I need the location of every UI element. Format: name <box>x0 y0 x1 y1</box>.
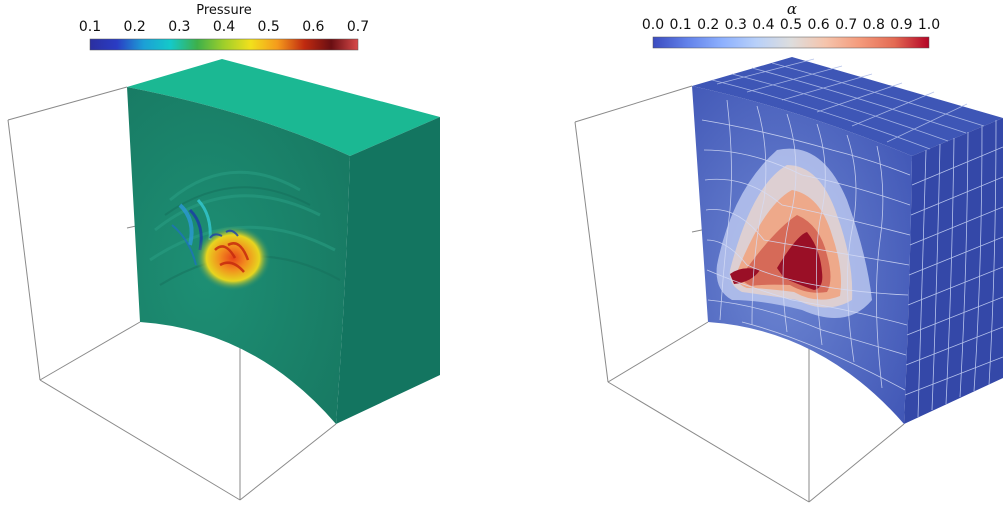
pressure-volume-side <box>336 117 440 424</box>
pressure-colorbar-title: Pressure <box>196 3 252 18</box>
alpha-volume <box>692 57 1003 424</box>
pressure-tick-label: 0.2 <box>124 19 146 35</box>
alpha-colorbar: α 0.0 0.1 0.2 0.3 0.4 0.5 0.6 0.7 0.8 0.9 1.0 <box>642 0 940 49</box>
alpha-tick-label: 0.5 <box>780 17 802 33</box>
alpha-tick-label: 0.9 <box>890 17 912 33</box>
alpha-grid-front <box>701 99 911 391</box>
alpha-colorbar-bar <box>652 36 930 49</box>
pressure-colorbar: Pressure 0.1 0.2 0.3 0.4 0.5 0.6 0.7 <box>79 3 369 51</box>
pressure-tick-label: 0.5 <box>258 19 280 35</box>
alpha-tick-label: 0.8 <box>863 17 885 33</box>
alpha-tick-label: 0.2 <box>697 17 719 33</box>
alpha-colorbar-ticks: 0.0 0.1 0.2 0.3 0.4 0.5 0.6 0.7 0.8 0.9 1.0 <box>642 17 940 33</box>
pressure-colorbar-ticks: 0.1 0.2 0.3 0.4 0.5 0.6 0.7 <box>79 19 369 35</box>
alpha-grid-side <box>904 119 1003 418</box>
alpha-tick-label: 0.3 <box>725 17 747 33</box>
alpha-volume-top <box>692 57 1003 156</box>
pressure-panel: Pressure 0.1 0.2 0.3 0.4 0.5 0.6 0.7 <box>7 3 440 501</box>
alpha-grid-top <box>711 58 985 150</box>
pressure-colorbar-bar <box>89 38 359 51</box>
alpha-tick-label: 0.6 <box>807 17 829 33</box>
alpha-tick-label: 1.0 <box>918 17 940 33</box>
alpha-tick-label: 0.0 <box>642 17 664 33</box>
alpha-contours <box>716 148 872 318</box>
pressure-tick-label: 0.3 <box>168 19 190 35</box>
pressure-render: Pressure 0.1 0.2 0.3 0.4 0.5 0.6 0.7 <box>7 3 440 501</box>
alpha-tick-label: 0.4 <box>752 17 774 33</box>
pressure-volume <box>127 59 440 424</box>
pressure-tick-label: 0.4 <box>213 19 235 35</box>
pressure-tick-label: 0.1 <box>79 19 101 35</box>
pressure-tick-label: 0.6 <box>302 19 324 35</box>
pressure-volume-top <box>127 59 440 156</box>
pressure-hot-region <box>195 225 271 291</box>
pressure-tick-label: 0.7 <box>347 19 369 35</box>
alpha-volume-side <box>904 118 1003 424</box>
alpha-panel: α 0.0 0.1 0.2 0.3 0.4 0.5 0.6 0.7 0.8 0.9 1.0 <box>502 0 1003 506</box>
alpha-render: α 0.0 0.1 0.2 0.3 0.4 0.5 0.6 0.7 0.8 0.9 1.0 <box>574 0 1003 503</box>
alpha-tick-label: 0.1 <box>669 17 691 33</box>
alpha-tick-label: 0.7 <box>835 17 857 33</box>
alpha-colorbar-title: α <box>787 0 797 18</box>
